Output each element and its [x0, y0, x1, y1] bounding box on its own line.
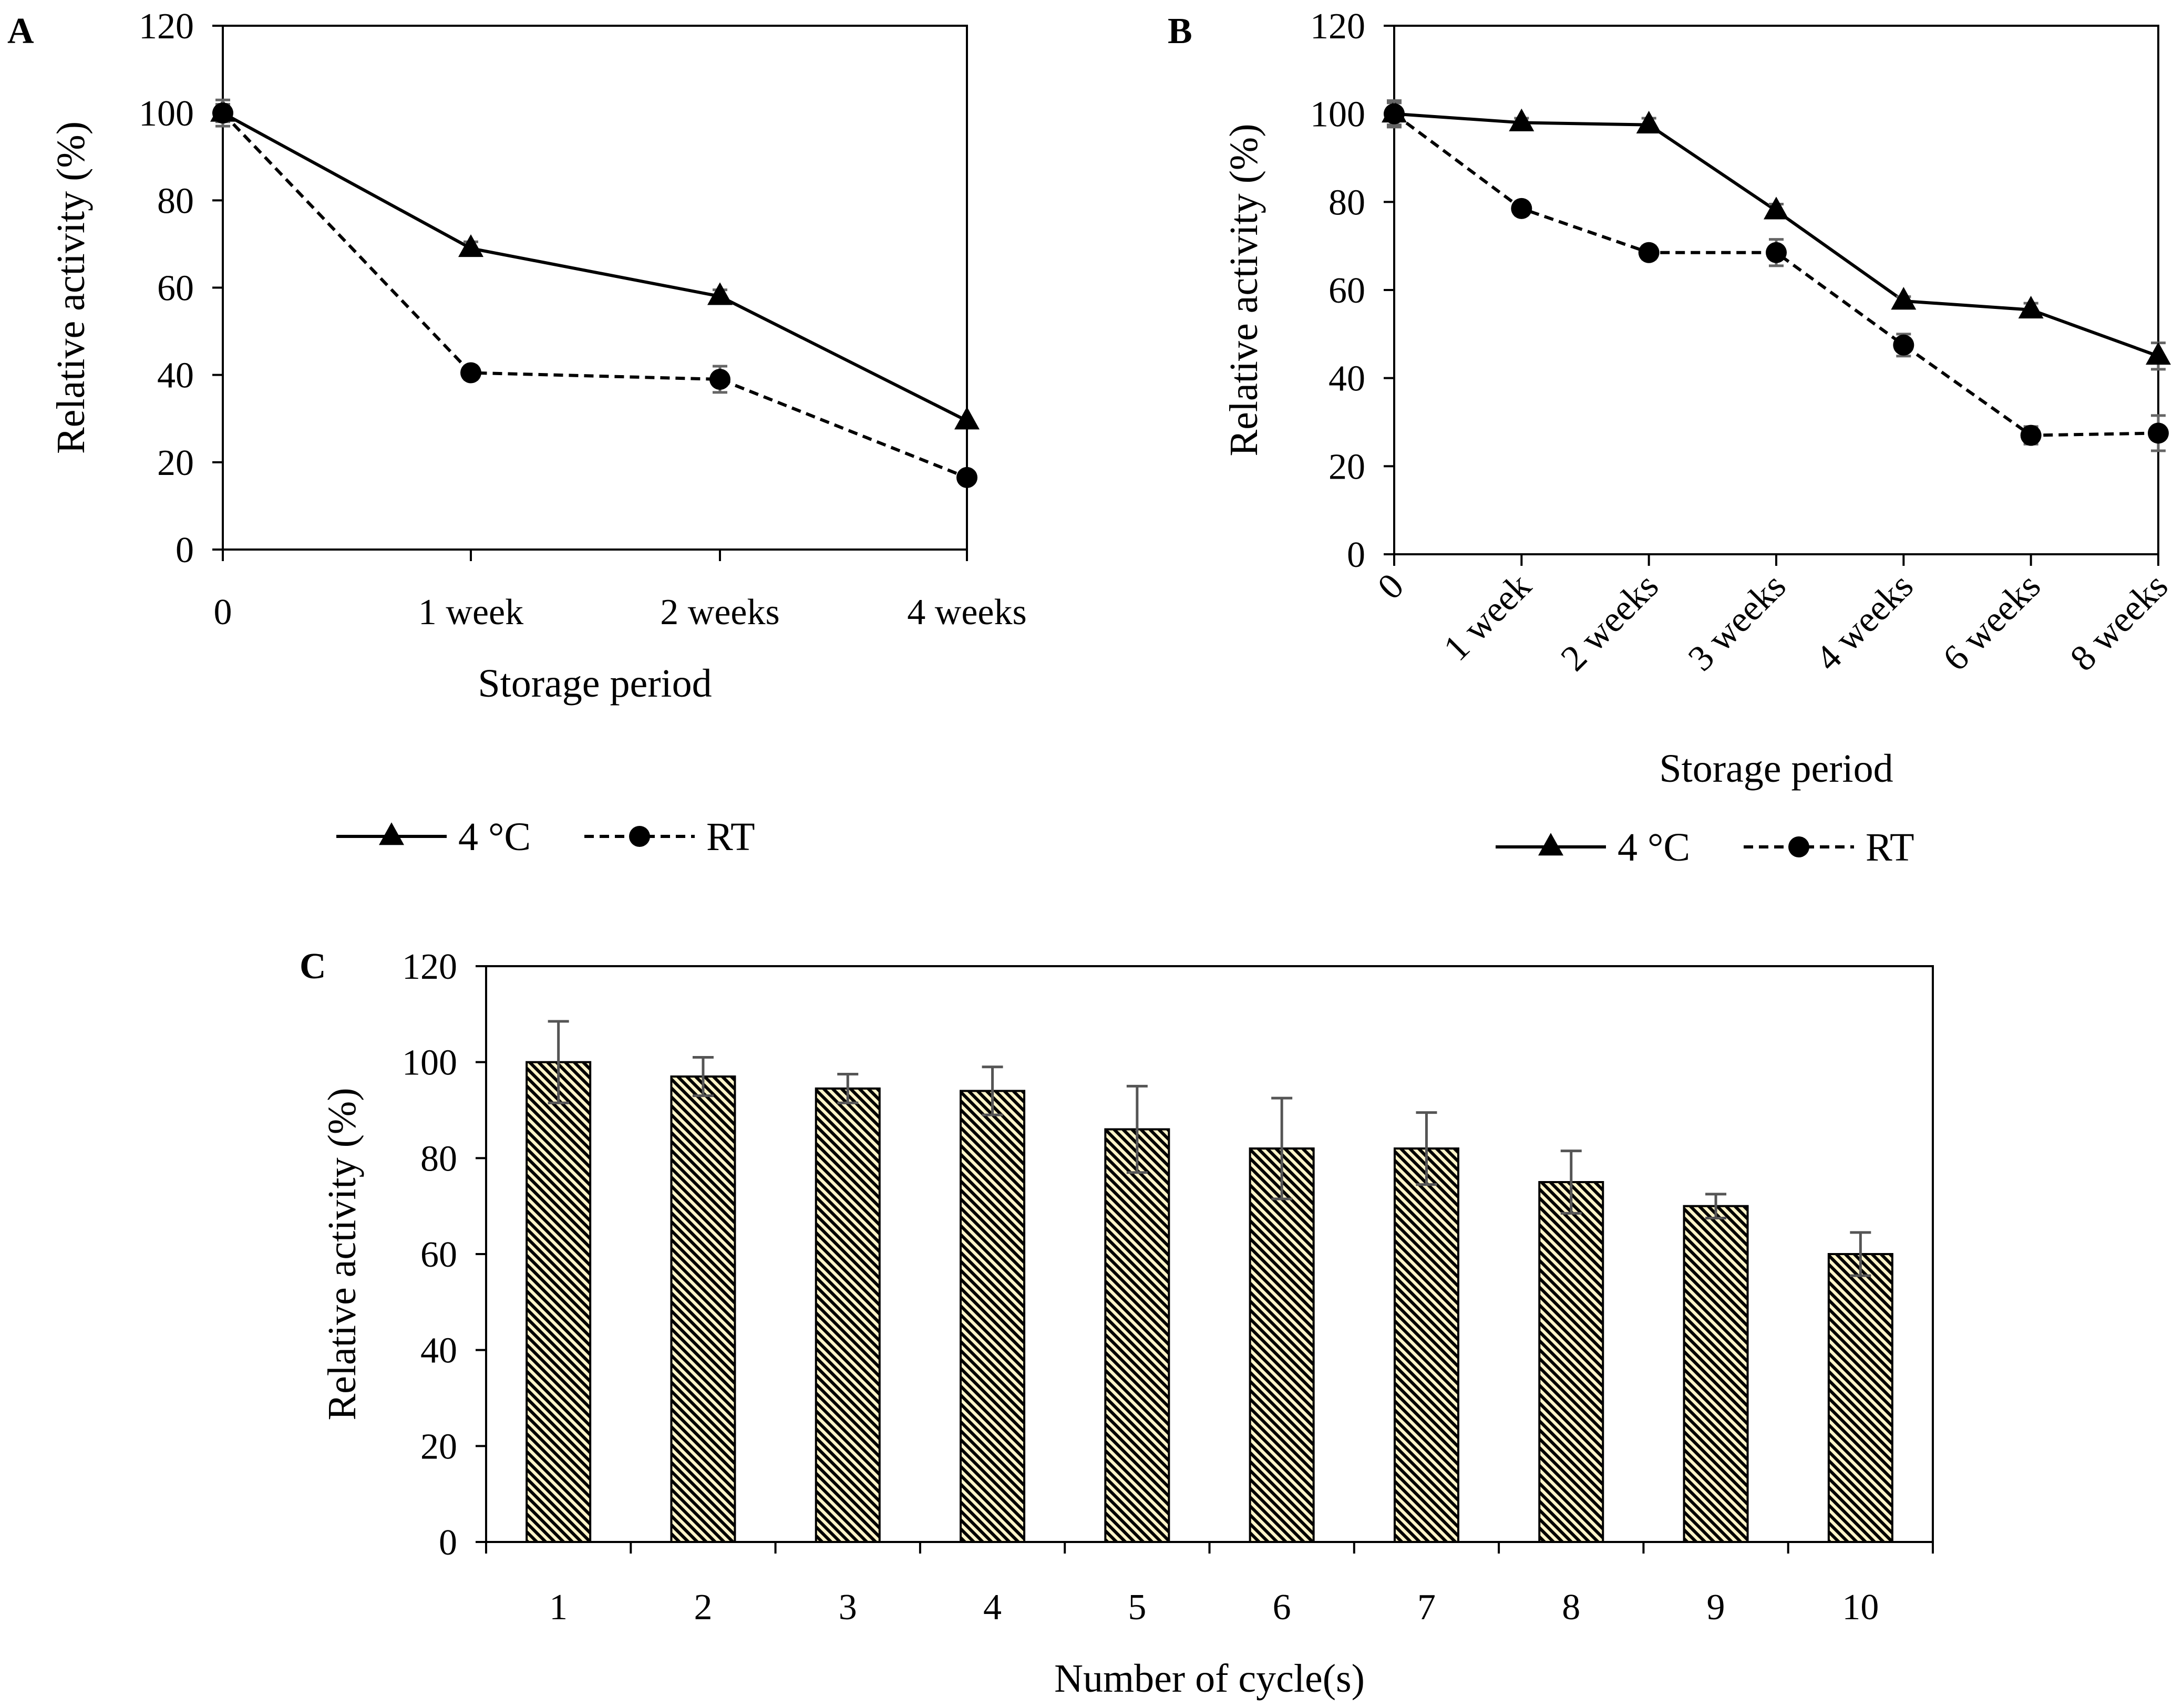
chart-panel-c: 0 20 40 60 80 100 120 C Relative activity (%) Num… — [300, 946, 1934, 1701]
y-tick-label: 100 — [1310, 95, 1365, 135]
bar — [1249, 1147, 1315, 1543]
y-tick-label: 20 — [157, 443, 194, 483]
chart-panel-b: 0 20 40 60 80 100 120 B Relative activity (%) Sto… — [1168, 6, 2173, 869]
y-tick-label: 100 — [402, 1043, 457, 1083]
series-line — [221, 112, 968, 479]
data-point-circle — [2020, 425, 2042, 446]
data-point-triangle — [1764, 196, 1789, 220]
data-point-circle — [460, 362, 481, 384]
data-point-triangle — [1509, 108, 1535, 131]
series-line — [222, 111, 968, 422]
data-point-circle — [212, 102, 233, 124]
data-point-circle — [1893, 334, 1914, 356]
y-tick-label: 0 — [176, 530, 194, 571]
bar — [960, 1090, 1026, 1543]
x-tick-label: 0 — [1370, 566, 1412, 607]
x-tick-label: 0 — [214, 592, 232, 633]
y-tick-label: 20 — [420, 1426, 457, 1467]
bar — [1827, 1253, 1893, 1543]
legend-label-rt: RT — [706, 815, 755, 859]
data-point-circle — [956, 467, 977, 488]
legend-label-4c: 4 °C — [458, 815, 531, 859]
x-tick-label: 2 — [694, 1587, 712, 1628]
y-tick-label: 60 — [1328, 271, 1365, 311]
panel-label: B — [1168, 11, 1192, 51]
y-axis-title: Relative activity (%) — [1222, 123, 1266, 456]
x-tick-label: 7 — [1417, 1587, 1436, 1628]
data-point-circle — [2148, 422, 2169, 444]
bar — [1104, 1128, 1170, 1544]
chart-panel-a: 0 20 40 60 80 100 120 A Relative activity (%) Sto… — [7, 6, 1027, 859]
y-tick-label: 100 — [139, 94, 194, 134]
x-axis-title: Storage period — [478, 661, 712, 706]
legend-marker-circle — [1788, 836, 1809, 857]
data-point-circle — [1511, 198, 1532, 219]
data-point-triangle — [1891, 287, 1917, 310]
bar — [1393, 1147, 1459, 1543]
y-tick-label: 120 — [139, 6, 194, 47]
bar — [670, 1075, 736, 1543]
series-line — [1393, 112, 2159, 437]
panel-label: C — [300, 946, 326, 987]
y-tick-label: 40 — [157, 356, 194, 396]
plot-frame — [1393, 25, 2159, 555]
x-tick-label: 1 week — [418, 592, 523, 633]
x-tick-label: 3 weeks — [1681, 566, 1794, 679]
legend-marker-triangle — [1538, 833, 1563, 856]
data-point-triangle — [707, 282, 733, 305]
x-tick-label: 4 weeks — [907, 592, 1026, 633]
x-tick-label: 6 weeks — [1935, 566, 2048, 679]
bar — [526, 1061, 592, 1543]
data-point-circle — [1638, 242, 1660, 263]
y-tick-label: 120 — [1310, 6, 1365, 47]
data-point-triangle — [954, 407, 980, 430]
x-tick-label: 9 — [1707, 1587, 1725, 1628]
bar — [1683, 1205, 1749, 1544]
x-tick-label: 4 weeks — [1808, 566, 1921, 679]
data-point-circle — [709, 368, 730, 390]
x-tick-label: 4 — [983, 1587, 1002, 1628]
panel-label: A — [7, 11, 34, 51]
x-axis-title: Number of cycle(s) — [1054, 1657, 1365, 1701]
data-point-triangle — [1636, 110, 1662, 134]
y-axis-title: Relative activity (%) — [49, 121, 93, 454]
y-tick-label: 80 — [420, 1138, 457, 1179]
x-axis-title: Storage period — [1659, 747, 1893, 791]
y-tick-label: 0 — [439, 1523, 457, 1563]
data-point-circle — [1384, 103, 1405, 125]
data-point-triangle — [2146, 341, 2171, 365]
x-tick-label: 1 week — [1436, 566, 1539, 669]
bar — [815, 1087, 881, 1543]
x-tick-label: 1 — [549, 1587, 568, 1628]
y-tick-label: 80 — [1328, 182, 1365, 223]
x-tick-label: 2 weeks — [1553, 566, 1666, 679]
y-tick-label: 80 — [157, 181, 194, 221]
x-tick-label: 3 — [839, 1587, 857, 1628]
x-tick-label: 6 — [1273, 1587, 1291, 1628]
y-tick-label: 60 — [157, 268, 194, 309]
x-tick-label: 10 — [1842, 1587, 1879, 1628]
x-tick-label: 8 — [1562, 1587, 1580, 1628]
series-line — [1394, 112, 2159, 358]
data-point-triangle — [2018, 295, 2044, 319]
y-tick-label: 60 — [420, 1235, 457, 1275]
legend-marker-triangle — [379, 822, 404, 845]
y-axis-title: Relative activity (%) — [320, 1088, 364, 1420]
legend-marker-circle — [629, 826, 650, 847]
y-tick-label: 40 — [1328, 359, 1365, 399]
y-tick-label: 20 — [1328, 447, 1365, 487]
x-tick-label: 2 weeks — [660, 592, 779, 633]
bar — [1538, 1181, 1604, 1543]
y-tick-label: 120 — [402, 947, 457, 987]
data-point-circle — [1766, 242, 1787, 263]
y-tick-label: 40 — [420, 1331, 457, 1371]
legend-label-rt: RT — [1866, 825, 1914, 869]
x-tick-label: 8 weeks — [2063, 566, 2173, 679]
legend-label-4c: 4 °C — [1618, 825, 1690, 869]
plot-frame — [222, 25, 968, 551]
x-tick-label: 5 — [1128, 1587, 1146, 1628]
y-tick-label: 0 — [1347, 535, 1365, 575]
data-point-triangle — [458, 234, 483, 257]
